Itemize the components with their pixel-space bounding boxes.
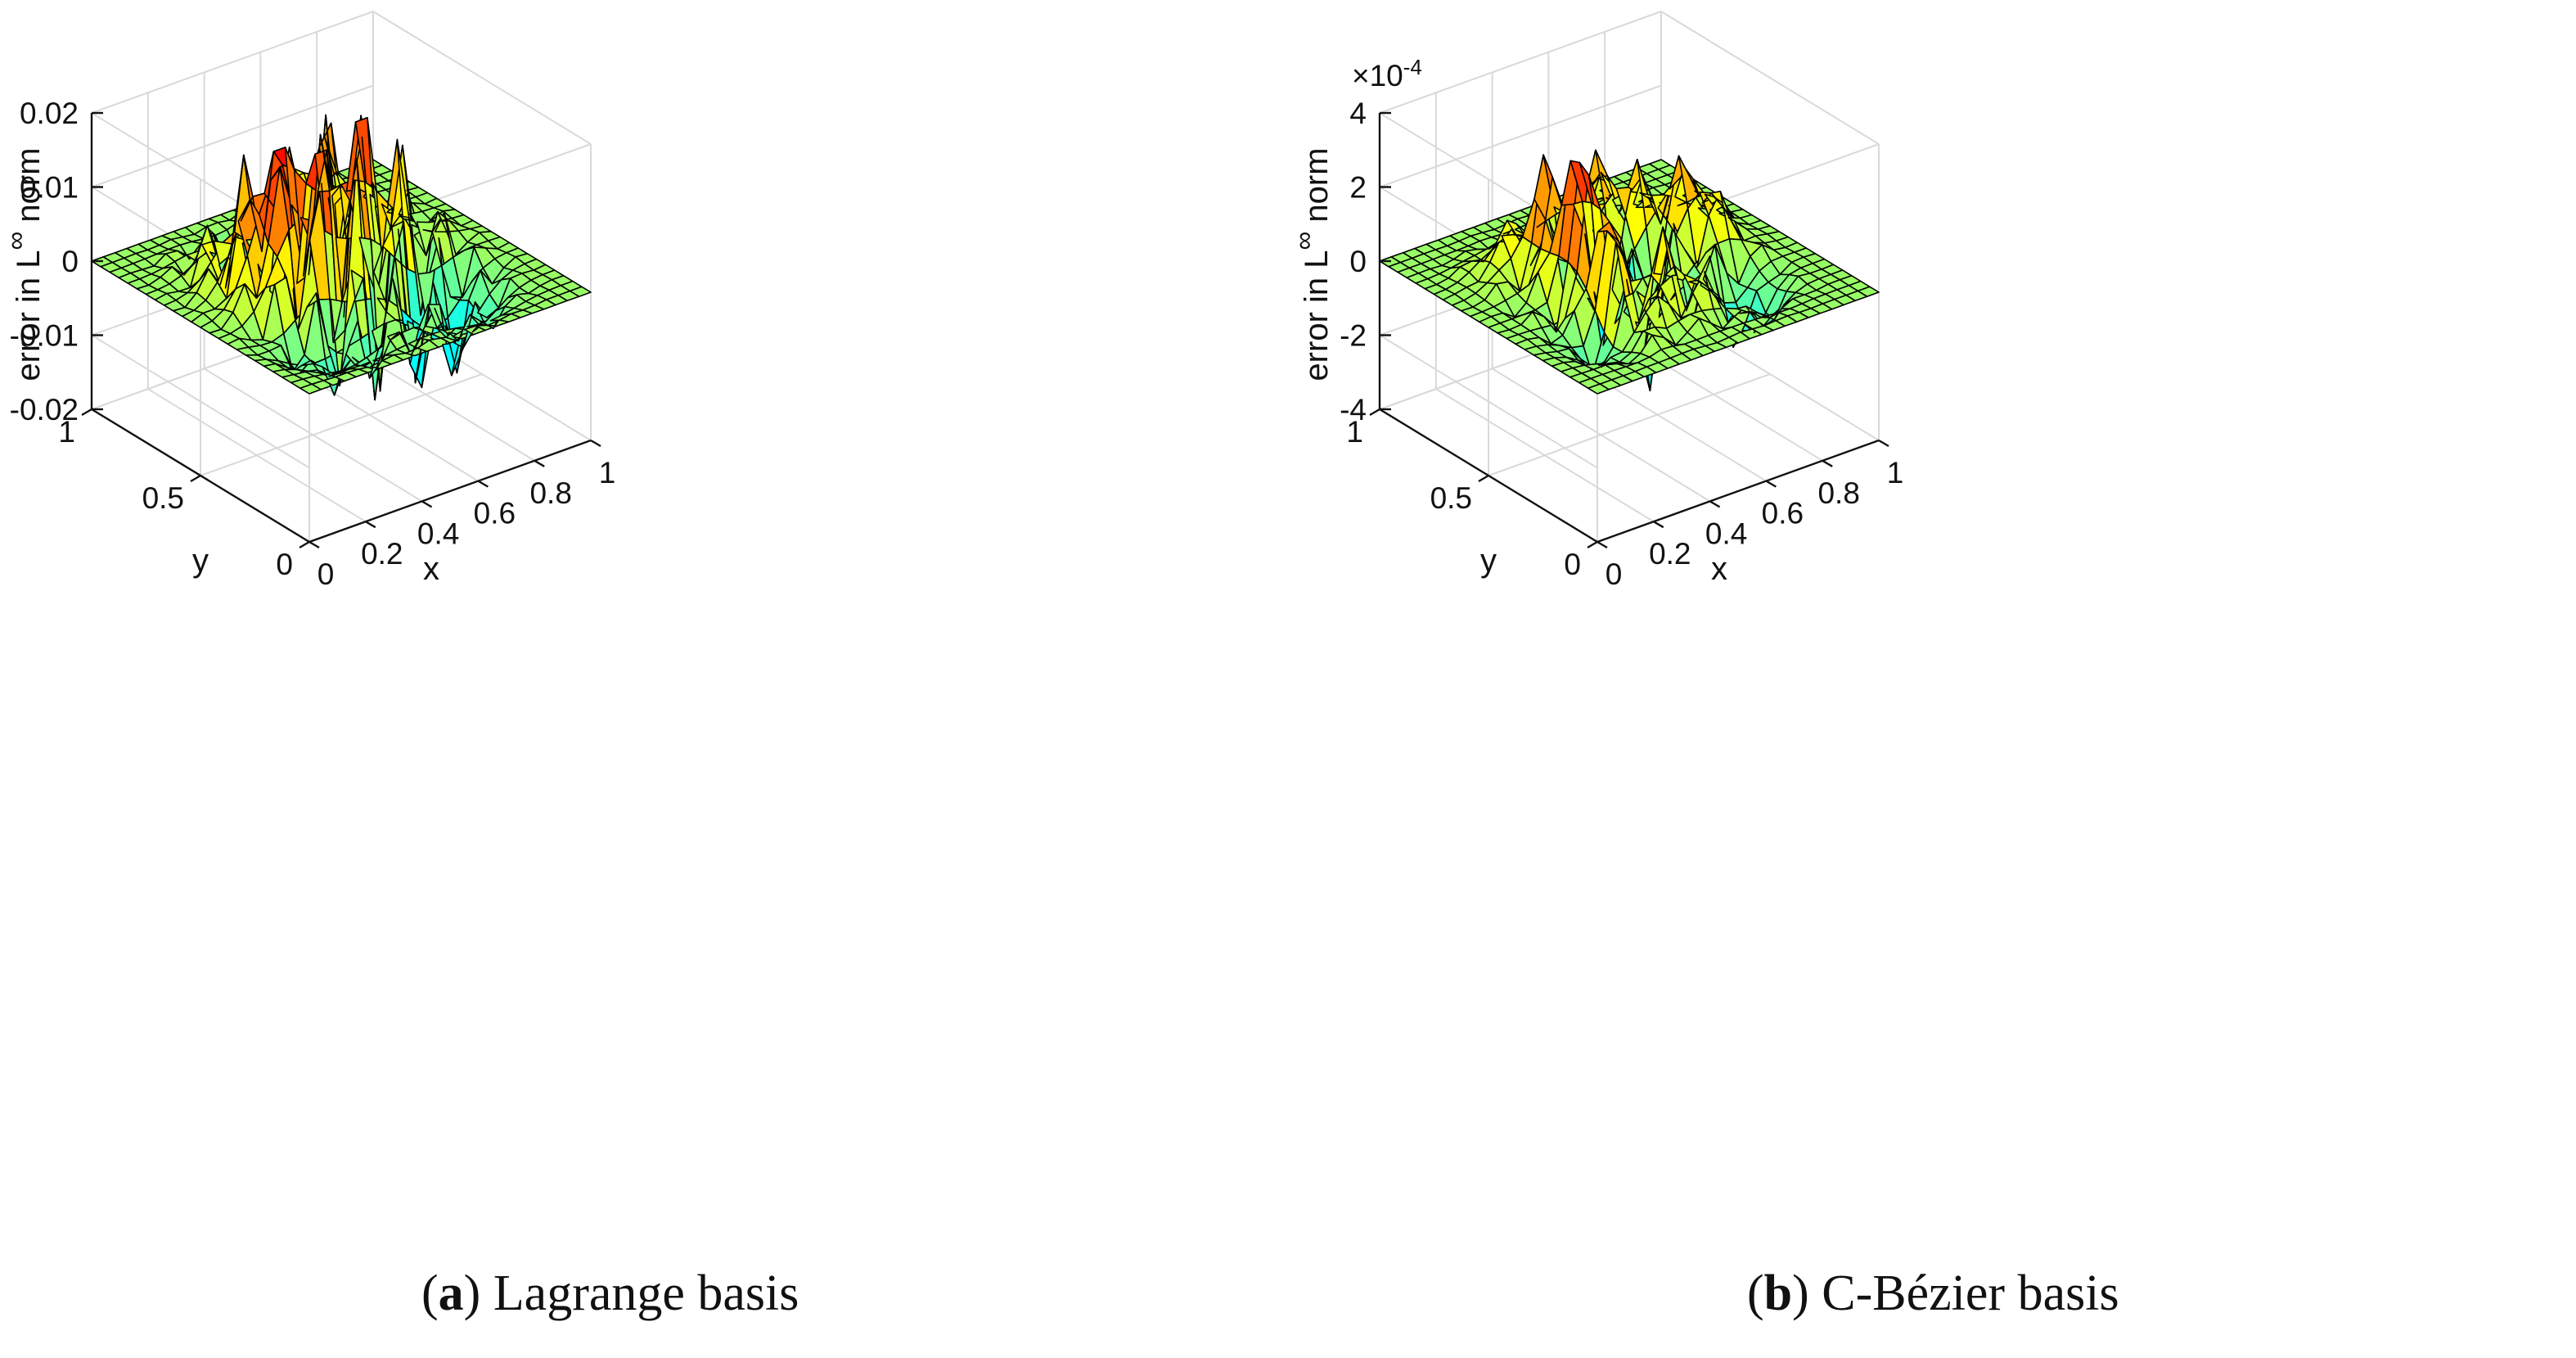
floor-grid-line: [200, 373, 483, 476]
y-tick-mark: [1587, 540, 1598, 549]
x-tick-label: 0.8: [529, 476, 571, 510]
x-tick-label: 0.2: [361, 537, 403, 571]
y-tick-label: 0.5: [1430, 481, 1472, 515]
y-tick-mark: [81, 408, 92, 417]
x-tick-label: 0.6: [474, 497, 516, 530]
x-tick-label: 1: [1887, 456, 1904, 490]
box-edge: [1660, 11, 1880, 145]
x-tick-label: 0.4: [1705, 517, 1747, 550]
z-tick-label: -0.01: [10, 319, 79, 353]
z-tick-label: 0: [1349, 245, 1367, 278]
x-tick-mark: [590, 439, 601, 448]
x-tick-mark: [1878, 439, 1889, 448]
x-tick-mark: [1653, 521, 1664, 529]
z-axis-label: error in L∞ norm: [1, 147, 47, 381]
x-tick-label: 1: [599, 456, 616, 490]
x-axis-line: [1596, 439, 1880, 544]
back-wall-grid-line: [1379, 11, 1662, 114]
z-exponent-label: ×10-4: [1352, 55, 1422, 92]
y-tick-mark: [299, 540, 310, 549]
y-tick-label: 1: [58, 415, 75, 449]
back-wall-grid-line: [91, 11, 374, 114]
z-axis-label-main: error in L: [11, 250, 47, 381]
y-axis-label: y: [192, 543, 209, 579]
surface-mesh: [91, 114, 592, 401]
caption-a: (a) Lagrange basis: [421, 1266, 799, 1321]
x-tick-label: 0: [317, 557, 335, 591]
z-tick-label: -4: [1340, 393, 1367, 426]
panel-a-surface-plot: 00.20.40.60.8100.51-0.02-0.0100.010.02xy…: [1, 11, 615, 591]
z-axis-label: error in L∞ norm: [1289, 147, 1335, 381]
z-axis-label-tail: norm: [1299, 147, 1335, 231]
x-tick-mark: [1709, 500, 1721, 508]
x-axis-label: x: [1711, 551, 1727, 587]
z-axis-label-sup: ∞: [1289, 232, 1318, 250]
x-tick-mark: [1765, 480, 1777, 488]
y-tick-label: 0.5: [142, 481, 184, 515]
z-tick-label: 2: [1349, 171, 1367, 205]
z-axis-label-main: error in L: [1299, 250, 1335, 381]
z-exponent-base: ×10: [1352, 59, 1403, 92]
z-axis-label-tail: norm: [11, 147, 47, 231]
y-tick-label: 0: [1564, 548, 1581, 581]
caption-a-text: Lagrange basis: [493, 1266, 799, 1321]
caption-b-text: C-Bézier basis: [1822, 1266, 2119, 1321]
z-exponent-power: -4: [1403, 55, 1422, 79]
x-tick-mark: [365, 521, 376, 529]
y-tick-label: 0: [276, 548, 293, 581]
box-edge: [372, 11, 592, 145]
caption-b: (b) C-Bézier basis: [1747, 1266, 2119, 1321]
x-tick-mark: [477, 480, 489, 488]
y-tick-label: 1: [1346, 415, 1363, 449]
floor-grid-line: [1488, 373, 1771, 476]
z-tick-label: -0.02: [10, 393, 79, 426]
z-tick-label: 4: [1349, 97, 1367, 130]
x-tick-mark: [421, 500, 433, 508]
caption-b-letter: b: [1763, 1266, 1793, 1321]
x-tick-mark: [1822, 459, 1833, 467]
surface-face: [1857, 286, 1880, 298]
axes: 00.20.40.60.8100.51-0.02-0.0100.010.02xy…: [1, 97, 615, 591]
x-tick-label: 0.8: [1817, 476, 1859, 510]
y-tick-mark: [1478, 474, 1489, 483]
x-axis-label: x: [423, 551, 439, 587]
left-wall-grid-line: [1379, 334, 1598, 469]
x-tick-label: 0.2: [1649, 537, 1691, 571]
caption-a-letter: a: [438, 1266, 464, 1321]
surface-mesh: [1379, 149, 1880, 395]
back-wall-grid-line: [1379, 84, 1662, 188]
x-tick-mark: [534, 459, 545, 467]
z-tick-label: -2: [1340, 319, 1367, 353]
x-tick-label: 0: [1605, 557, 1623, 591]
y-axis-label: y: [1480, 543, 1497, 579]
x-tick-mark: [1596, 540, 1608, 549]
back-wall-grid-line: [91, 84, 374, 188]
z-tick-label: 0.02: [20, 97, 79, 130]
x-axis-line: [308, 439, 592, 544]
x-tick-mark: [308, 540, 320, 549]
left-wall-grid-line: [91, 334, 310, 469]
z-tick-label: 0: [61, 245, 79, 278]
x-tick-label: 0.4: [417, 517, 459, 550]
y-tick-mark: [1369, 408, 1380, 417]
z-tick-label: 0.01: [20, 171, 79, 205]
y-tick-mark: [190, 474, 201, 483]
surface-face: [569, 286, 592, 298]
z-axis-label-sup: ∞: [1, 232, 30, 250]
x-tick-label: 0.6: [1762, 497, 1804, 530]
